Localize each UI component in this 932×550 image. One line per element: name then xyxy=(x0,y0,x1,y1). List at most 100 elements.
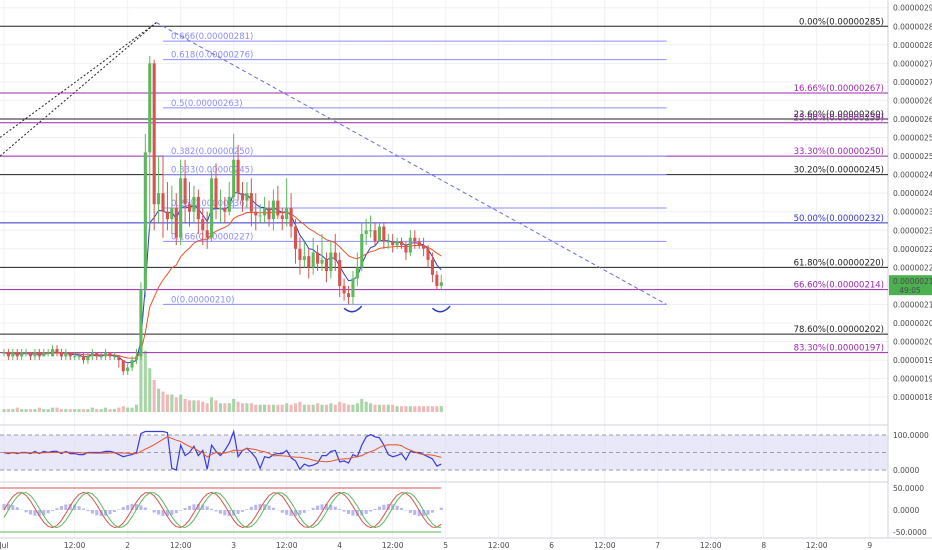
volume-bar xyxy=(285,403,289,412)
time-tick-label: 12:00 xyxy=(806,541,828,550)
candle-body xyxy=(183,178,187,205)
time-tick-label: 6 xyxy=(549,541,554,550)
fib-label: 0.25(0.00000236) xyxy=(171,199,248,209)
volume-bar xyxy=(99,409,103,412)
price-tick-label: 0.00000245 xyxy=(893,171,932,180)
candle-body xyxy=(95,352,99,357)
candle-body xyxy=(170,208,174,220)
time-tick-label: 12:00 xyxy=(700,541,722,550)
volume-bar xyxy=(20,409,24,412)
candle-body xyxy=(157,193,161,205)
fib-label: 0(0.00000210) xyxy=(171,295,234,305)
time-tick-label: 8 xyxy=(761,541,766,550)
fib-label: 0.618(0.00000276) xyxy=(171,51,253,61)
volume-bar xyxy=(201,401,205,412)
volume-bar xyxy=(179,394,183,412)
candle-body xyxy=(293,226,298,249)
candle-body xyxy=(324,259,328,272)
volume-bar xyxy=(187,400,192,412)
annotation-curve xyxy=(431,305,451,313)
candle-body xyxy=(161,193,165,212)
time-axis[interactable]: Jul 12:00 2 12:00 3 12:00 4 12:00 5 12:00 6 12:00 7 1… xyxy=(0,541,872,550)
volume-bar xyxy=(214,400,218,412)
volume-bar xyxy=(355,403,359,412)
candle-body xyxy=(369,230,373,232)
fib-label: 0.333(0.00000245) xyxy=(171,166,253,176)
level-label: 30.20%(0.00000245) xyxy=(794,166,884,176)
volume-bar xyxy=(245,403,249,412)
volume-bar xyxy=(205,403,209,412)
volume-bar xyxy=(112,409,116,412)
candle-body xyxy=(90,352,94,357)
volume-bar xyxy=(121,406,125,412)
candle-body xyxy=(422,245,426,249)
candle-body xyxy=(285,208,289,220)
volume-bar xyxy=(192,400,196,412)
candle-body xyxy=(223,208,227,212)
candle-body xyxy=(413,237,417,242)
level-label: 61.80%(0.00000220) xyxy=(794,258,884,268)
price-tick-label: 0.00000275 xyxy=(893,59,932,68)
volume-bar xyxy=(263,404,267,412)
trend-lines[interactable] xyxy=(0,22,667,305)
volume-bar xyxy=(218,403,222,412)
candle-body xyxy=(117,356,121,361)
candle-body xyxy=(271,200,275,220)
volume-bar xyxy=(267,404,271,412)
volume-bar xyxy=(139,342,143,412)
volume-bar xyxy=(342,403,346,412)
volume-bar xyxy=(364,401,368,412)
volume-bar xyxy=(404,406,408,412)
volume-bar xyxy=(33,409,37,412)
volume-bar xyxy=(174,397,178,412)
candle-body xyxy=(46,352,50,354)
price-tick-label: 0.00000225 xyxy=(893,245,932,254)
volume-bar xyxy=(391,404,395,412)
ma-fast-line xyxy=(3,192,442,364)
candle-body xyxy=(386,241,390,243)
stoch-tick-label: -50.0000 xyxy=(893,528,927,537)
candle-body xyxy=(364,230,368,234)
volume-bar xyxy=(46,409,50,412)
candle-body xyxy=(86,356,90,361)
candle-body xyxy=(236,159,240,194)
volume-bar xyxy=(369,403,373,412)
annotations xyxy=(343,305,451,313)
time-tick-label: 9 xyxy=(867,541,872,550)
candle-body xyxy=(338,259,342,286)
time-tick-label: 4 xyxy=(337,541,342,550)
price-tick-label: 0.00000185 xyxy=(893,393,932,402)
candle-body xyxy=(227,196,231,212)
candle-body xyxy=(249,193,253,212)
candle-body xyxy=(210,178,214,238)
candle-body xyxy=(395,241,399,246)
volume-bar xyxy=(430,406,434,412)
time-tick-label: 2 xyxy=(125,541,130,550)
stoch-tick-label: 50.0000 xyxy=(893,484,924,493)
candle-body xyxy=(302,256,306,260)
volume-bar xyxy=(157,388,161,412)
rsi-tick-label: 0.0000 xyxy=(893,466,919,475)
volume-bar xyxy=(360,398,364,412)
candle-body xyxy=(346,293,351,298)
candle-body xyxy=(426,248,430,260)
volume-bar xyxy=(346,404,351,412)
volume-bar xyxy=(435,406,439,412)
time-tick-label: 5 xyxy=(443,541,448,550)
volume-bar xyxy=(351,404,355,412)
volume-bar xyxy=(24,409,28,412)
volume-bar xyxy=(108,409,112,412)
volume-bar xyxy=(333,404,337,412)
time-tick-label: 12:00 xyxy=(276,541,298,550)
candle-body xyxy=(276,200,280,216)
volume-bar xyxy=(161,391,165,412)
current-price-badge xyxy=(889,275,932,296)
candle-body xyxy=(263,208,267,216)
volume-bar xyxy=(130,407,134,412)
